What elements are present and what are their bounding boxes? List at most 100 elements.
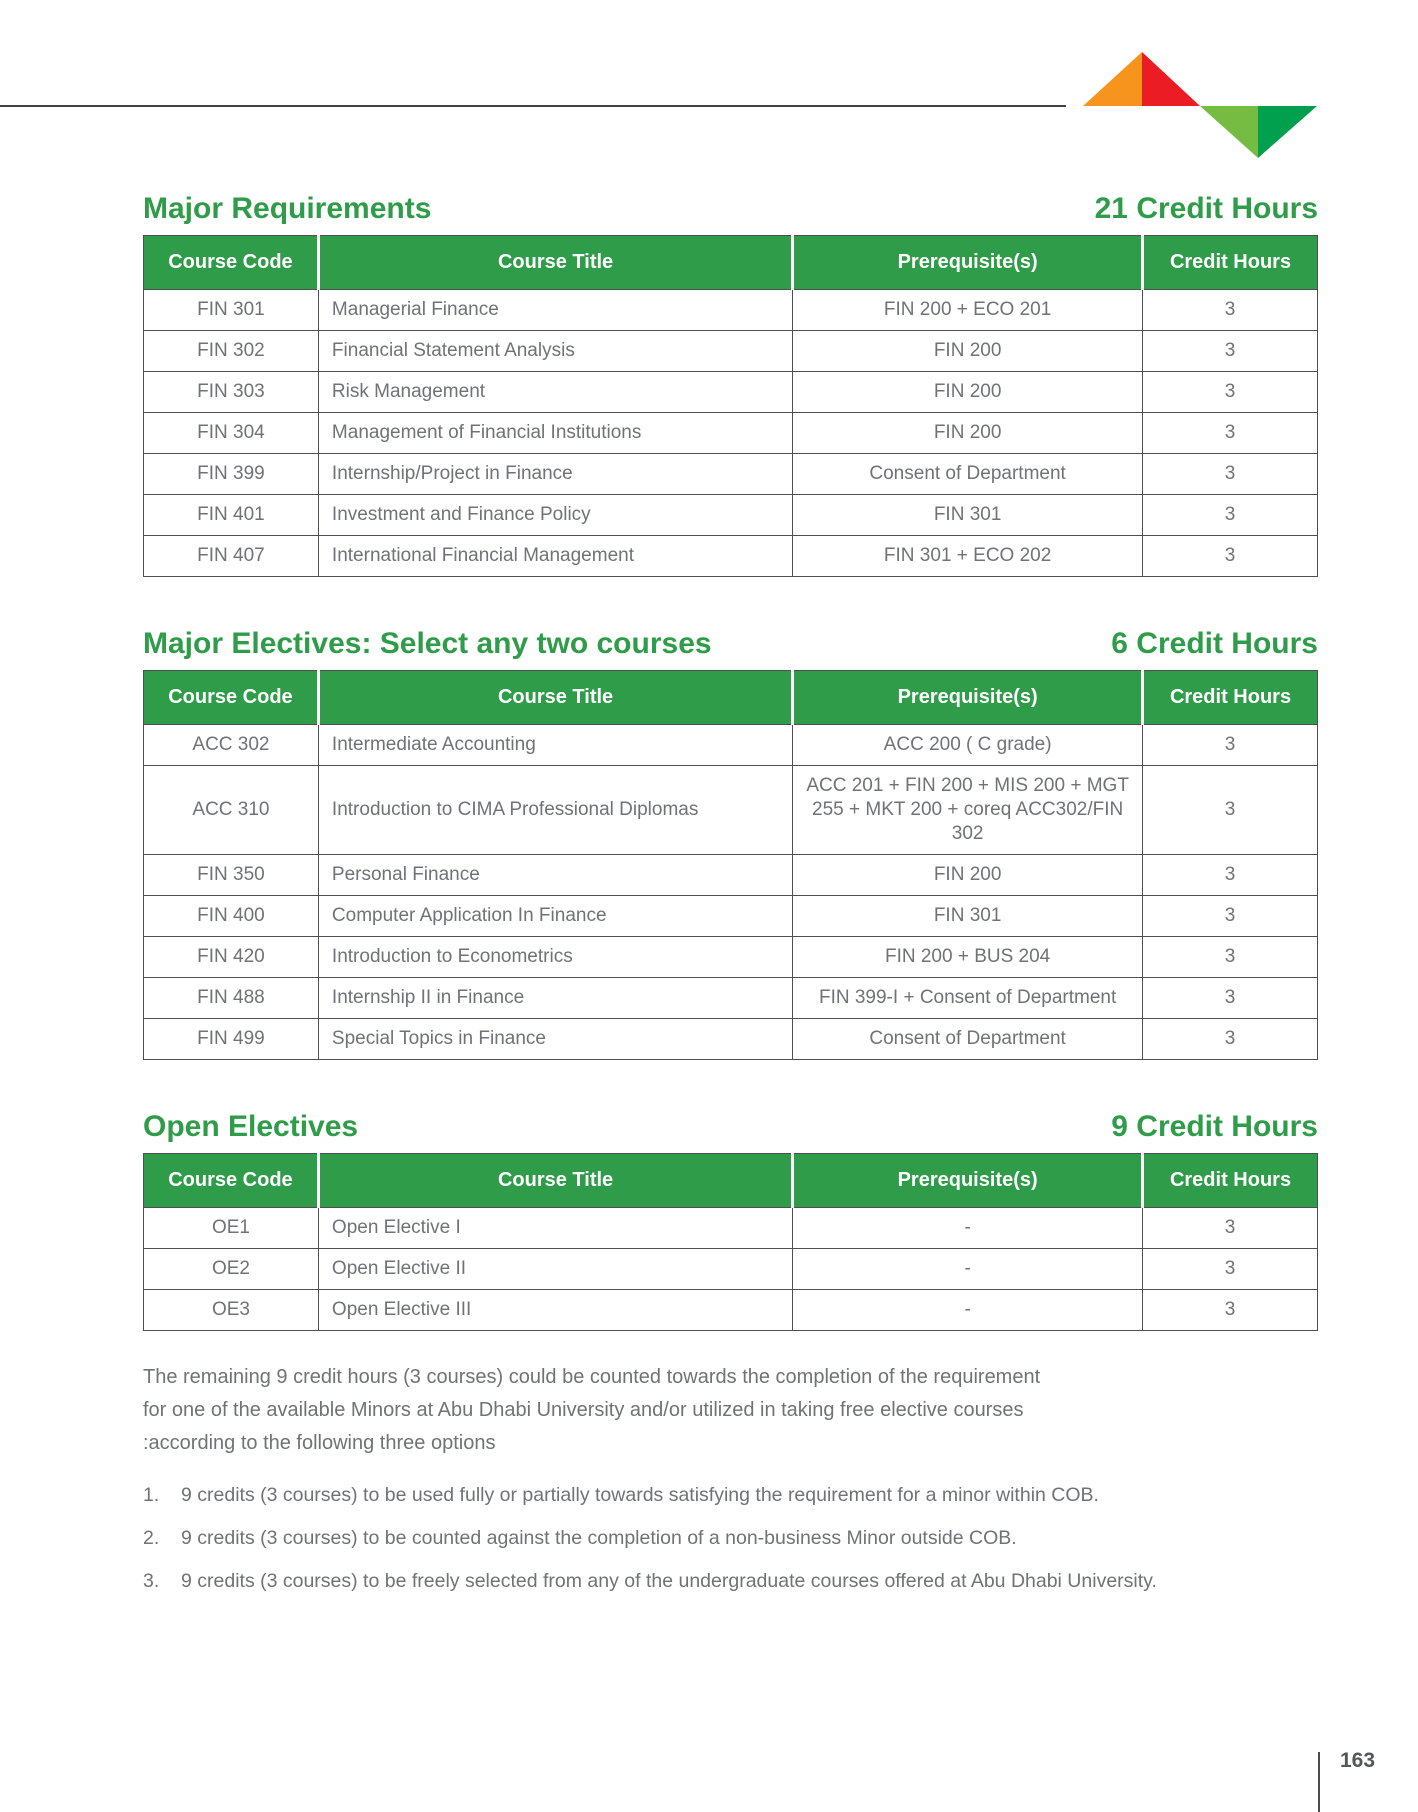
cell-credit-hours: 3: [1142, 453, 1318, 495]
section-title: Major Electives: Select any two courses: [143, 627, 712, 660]
cell-course-title: Introduction to CIMA Professional Diplom…: [317, 765, 794, 855]
cell-course-title: Intermediate Accounting: [317, 724, 794, 766]
table-row: FIN 303 Risk Management FIN 200 3: [143, 371, 1318, 413]
cell-course-title: Introduction to Econometrics: [317, 936, 794, 978]
table-row: FIN 302 Financial Statement Analysis FIN 2…: [143, 330, 1318, 372]
cell-course-code: FIN 400: [143, 895, 319, 937]
logo-lightgreen-triangle: [1200, 106, 1258, 158]
cell-prerequisites: FIN 301 + ECO 202: [792, 535, 1144, 577]
cell-course-code: FIN 304: [143, 412, 319, 454]
cell-credit-hours: 3: [1142, 1207, 1318, 1249]
column-header-course-title: Course Title: [318, 235, 795, 290]
remaining-credits-note: The remaining 9 credit hours (3 courses)…: [143, 1361, 1318, 1593]
cell-course-title: Computer Application In Finance: [317, 895, 794, 937]
note-paragraph-line: for one of the available Minors at Abu D…: [143, 1399, 1024, 1421]
cell-prerequisites: -: [792, 1289, 1144, 1331]
column-header-course-code: Course Code: [143, 1153, 320, 1208]
major-requirements-table: Course Code Course Title Prerequisite(s) Cr…: [143, 235, 1318, 577]
page-number-rule: [1318, 1752, 1320, 1812]
cell-course-title: Investment and Finance Policy: [317, 494, 794, 536]
cell-credit-hours: 3: [1142, 1018, 1318, 1060]
column-header-prerequisite-s-: Prerequisite(s): [792, 1153, 1145, 1208]
option-item: 3. 9 credits (3 courses) to be freely sel…: [143, 1569, 1318, 1593]
cell-credit-hours: 3: [1142, 371, 1318, 413]
cell-prerequisites: FIN 200: [792, 371, 1144, 413]
cell-prerequisites: FIN 200 + ECO 201: [792, 289, 1144, 331]
cell-prerequisites: Consent of Department: [792, 1018, 1144, 1060]
cell-prerequisites: -: [792, 1207, 1144, 1249]
table-row: FIN 488 Internship II in Finance FIN 399-I…: [143, 977, 1318, 1019]
column-header-prerequisite-s-: Prerequisite(s): [792, 235, 1145, 290]
cell-course-title: Open Elective I: [317, 1207, 794, 1249]
cell-course-title: Special Topics in Finance: [317, 1018, 794, 1060]
section-title: Open Electives: [143, 1110, 359, 1143]
cell-course-title: International Financial Management: [317, 535, 794, 577]
cell-credit-hours: 3: [1142, 854, 1318, 896]
section-credit-hours: 21 Credit Hours: [1094, 192, 1318, 225]
cell-prerequisites: FIN 301: [792, 494, 1144, 536]
cell-course-title: Management of Financial Institutions: [317, 412, 794, 454]
table-row: FIN 420 Introduction to Econometrics FIN 2…: [143, 936, 1318, 978]
table-row: OE2 Open Elective II -3: [143, 1248, 1318, 1290]
table-header-row: Course Code Course Title Prerequisite(s) Cr…: [143, 670, 1318, 725]
cell-course-title: Internship II in Finance: [317, 977, 794, 1019]
section-credit-hours: 6 Credit Hours: [1111, 627, 1318, 660]
cell-course-code: ACC 302: [143, 724, 319, 766]
open-electives-table: Course Code Course Title Prerequisite(s) Cr…: [143, 1153, 1318, 1331]
option-marker: 2.: [143, 1527, 160, 1549]
logo-red-triangle: [1142, 52, 1200, 106]
note-paragraph-line: :according to the following three option…: [143, 1432, 496, 1454]
cell-course-title: Risk Management: [317, 371, 794, 413]
cell-course-title: Financial Statement Analysis: [317, 330, 794, 372]
cell-course-title: Managerial Finance: [317, 289, 794, 331]
column-header-course-code: Course Code: [143, 670, 320, 725]
option-text: 9 credits (3 courses) to be freely selec…: [181, 1570, 1157, 1592]
cell-course-title: Open Elective II: [317, 1248, 794, 1290]
cell-credit-hours: 3: [1142, 977, 1318, 1019]
section-header: Major Electives: Select any two courses …: [143, 627, 1318, 661]
section-credit-hours: 9 Credit Hours: [1111, 1110, 1318, 1143]
cell-course-code: FIN 303: [143, 371, 319, 413]
options-list: 1. 9 credits (3 courses) to be used fully…: [143, 1483, 1318, 1593]
cell-course-code: OE3: [143, 1289, 319, 1331]
table-row: FIN 400 Computer Application In Finance FI…: [143, 895, 1318, 937]
cell-credit-hours: 3: [1142, 1248, 1318, 1290]
table-row: FIN 407 International Financial Managemen…: [143, 535, 1318, 577]
header-rule: [0, 105, 1066, 107]
column-header-credit-hours: Credit Hours: [1142, 1153, 1318, 1208]
cell-prerequisites: FIN 200: [792, 854, 1144, 896]
option-marker: 1.: [143, 1484, 160, 1506]
cell-credit-hours: 3: [1142, 330, 1318, 372]
cell-prerequisites: ACC 201 + FIN 200 + MIS 200 + MGT 255 + …: [792, 765, 1144, 855]
logo-orange-triangle: [1083, 52, 1142, 106]
table-header-row: Course Code Course Title Prerequisite(s) Cr…: [143, 235, 1318, 290]
table-row: FIN 499 Special Topics in Finance Consent …: [143, 1018, 1318, 1060]
section-header: Open Electives 9 Credit Hours: [143, 1110, 1318, 1144]
table-row: ACC 310 Introduction to CIMA Professional…: [143, 765, 1318, 855]
note-paragraph-line: The remaining 9 credit hours (3 courses)…: [143, 1366, 1041, 1388]
cell-credit-hours: 3: [1142, 936, 1318, 978]
table-row: FIN 399 Internship/Project in Finance Cons…: [143, 453, 1318, 495]
table-row: OE1 Open Elective I-3: [143, 1207, 1318, 1249]
cell-course-code: OE2: [143, 1248, 319, 1290]
cell-course-code: OE1: [143, 1207, 319, 1249]
cell-course-code: FIN 401: [143, 494, 319, 536]
section-major-requirements: Major Requirements 21 Credit Hours Cours…: [143, 192, 1318, 577]
cell-course-code: FIN 399: [143, 453, 319, 495]
option-item: 2. 9 credits (3 courses) to be counted ag…: [143, 1526, 1318, 1550]
page-content: Major Requirements 21 Credit Hours Cours…: [143, 192, 1318, 1593]
table-header-row: Course Code Course Title Prerequisite(s) Cr…: [143, 1153, 1318, 1208]
cell-prerequisites: FIN 200 + BUS 204: [792, 936, 1144, 978]
cell-course-code: FIN 420: [143, 936, 319, 978]
cell-prerequisites: Consent of Department: [792, 453, 1144, 495]
table-row: ACC 302 Intermediate Accounting ACC 200 ( …: [143, 724, 1318, 766]
column-header-prerequisite-s-: Prerequisite(s): [792, 670, 1145, 725]
cell-course-code: FIN 302: [143, 330, 319, 372]
cell-course-title: Internship/Project in Finance: [317, 453, 794, 495]
section-title: Major Requirements: [143, 192, 432, 225]
cell-prerequisites: FIN 200: [792, 330, 1144, 372]
cell-prerequisites: FIN 200: [792, 412, 1144, 454]
cell-course-code: FIN 350: [143, 854, 319, 896]
cell-credit-hours: 3: [1142, 724, 1318, 766]
adu-logo: [1083, 52, 1317, 158]
